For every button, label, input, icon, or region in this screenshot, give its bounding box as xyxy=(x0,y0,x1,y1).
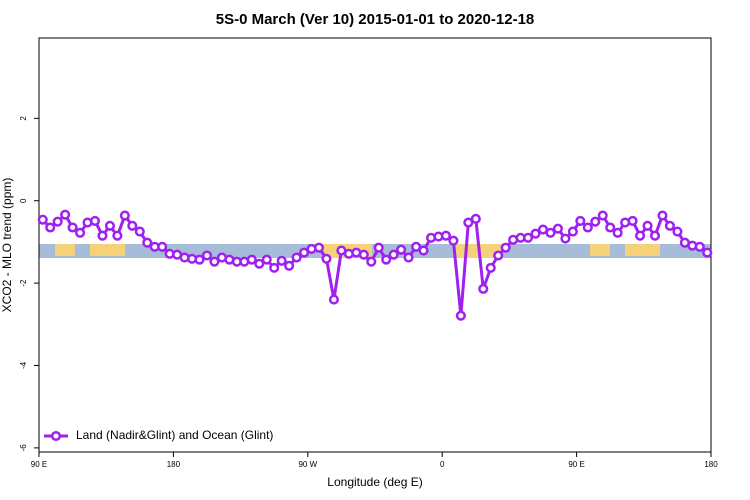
data-point xyxy=(396,244,407,255)
chart-title: 5S-0 March (Ver 10) 2015-01-01 to 2020-1… xyxy=(216,11,535,28)
data-point xyxy=(127,220,138,231)
data-point xyxy=(642,220,653,231)
data-point xyxy=(440,230,451,241)
data-point xyxy=(284,260,295,271)
y-tick-label: -2 xyxy=(19,279,28,287)
x-tick-label: 90 W xyxy=(298,460,317,469)
data-point xyxy=(463,217,474,228)
data-point xyxy=(702,247,713,258)
x-tick-label: 180 xyxy=(704,460,718,469)
data-point xyxy=(567,226,578,237)
data-point xyxy=(418,245,429,256)
data-point xyxy=(373,242,384,253)
legend-label: Land (Nadir&Glint) and Ocean (Glint) xyxy=(76,428,273,442)
data-point xyxy=(89,215,101,226)
data-point xyxy=(448,235,459,246)
land-patch xyxy=(90,244,125,256)
data-point xyxy=(313,242,325,253)
data-point xyxy=(455,310,466,321)
data-point xyxy=(478,283,489,294)
data-point xyxy=(649,230,661,241)
data-point xyxy=(657,210,668,221)
data-point xyxy=(75,227,86,238)
data-point xyxy=(261,254,272,265)
data-point xyxy=(672,226,683,237)
data-point xyxy=(119,210,130,221)
data-point xyxy=(545,227,556,238)
data-point xyxy=(112,230,123,241)
data-point xyxy=(500,242,511,253)
x-tick-label: 0 xyxy=(440,460,445,469)
x-tick-label: 90 E xyxy=(31,460,47,469)
land-patch xyxy=(625,244,660,256)
y-tick-label: 0 xyxy=(19,198,28,203)
data-point xyxy=(552,223,563,234)
data-point xyxy=(694,241,705,252)
data-point xyxy=(523,232,534,243)
data-point xyxy=(530,228,541,239)
data-point xyxy=(560,233,571,244)
land-patch xyxy=(590,244,610,256)
data-point xyxy=(52,216,63,227)
data-point xyxy=(605,222,616,233)
data-point xyxy=(597,210,608,221)
data-point xyxy=(254,258,265,269)
data-point xyxy=(246,254,257,265)
data-point xyxy=(269,262,280,273)
data-point xyxy=(627,215,638,226)
x-tick-label: 90 E xyxy=(568,460,584,469)
legend-marker xyxy=(50,430,62,442)
data-point xyxy=(321,253,332,264)
data-point xyxy=(470,213,481,224)
data-point xyxy=(388,249,399,260)
data-point xyxy=(403,252,414,263)
data-point xyxy=(493,250,504,261)
data-point xyxy=(590,216,601,227)
plot-frame xyxy=(38,37,712,453)
data-point xyxy=(157,241,168,252)
data-point xyxy=(209,256,220,267)
data-point xyxy=(134,226,145,237)
y-tick-label: 2 xyxy=(19,116,28,121)
x-axis-label: Longitude (deg E) xyxy=(327,475,422,489)
data-point xyxy=(45,222,56,233)
y-tick-label: -6 xyxy=(19,444,28,452)
data-point xyxy=(664,220,675,231)
data-point xyxy=(37,214,48,225)
data-point xyxy=(194,254,205,265)
data-point xyxy=(201,250,213,261)
x-tick-label: 180 xyxy=(167,460,181,469)
data-point xyxy=(276,255,287,266)
y-tick-label: -4 xyxy=(19,361,28,369)
y-axis-label: XCO2 - MLO trend (ppm) xyxy=(0,178,14,313)
data-point xyxy=(328,294,339,305)
data-point xyxy=(299,247,310,258)
land-patch xyxy=(55,244,75,256)
data-point xyxy=(291,252,302,263)
data-point xyxy=(582,222,593,233)
data-point xyxy=(612,227,623,238)
data-point xyxy=(635,230,646,241)
data-point xyxy=(411,241,422,252)
data-point xyxy=(104,220,115,231)
data-point xyxy=(142,237,153,248)
data-point xyxy=(575,215,586,226)
data-point xyxy=(366,256,377,267)
data-point xyxy=(60,209,71,220)
data-point xyxy=(358,249,369,260)
data-point xyxy=(67,222,78,233)
data-point xyxy=(381,254,392,265)
data-point xyxy=(485,262,496,273)
data-point xyxy=(97,230,108,241)
